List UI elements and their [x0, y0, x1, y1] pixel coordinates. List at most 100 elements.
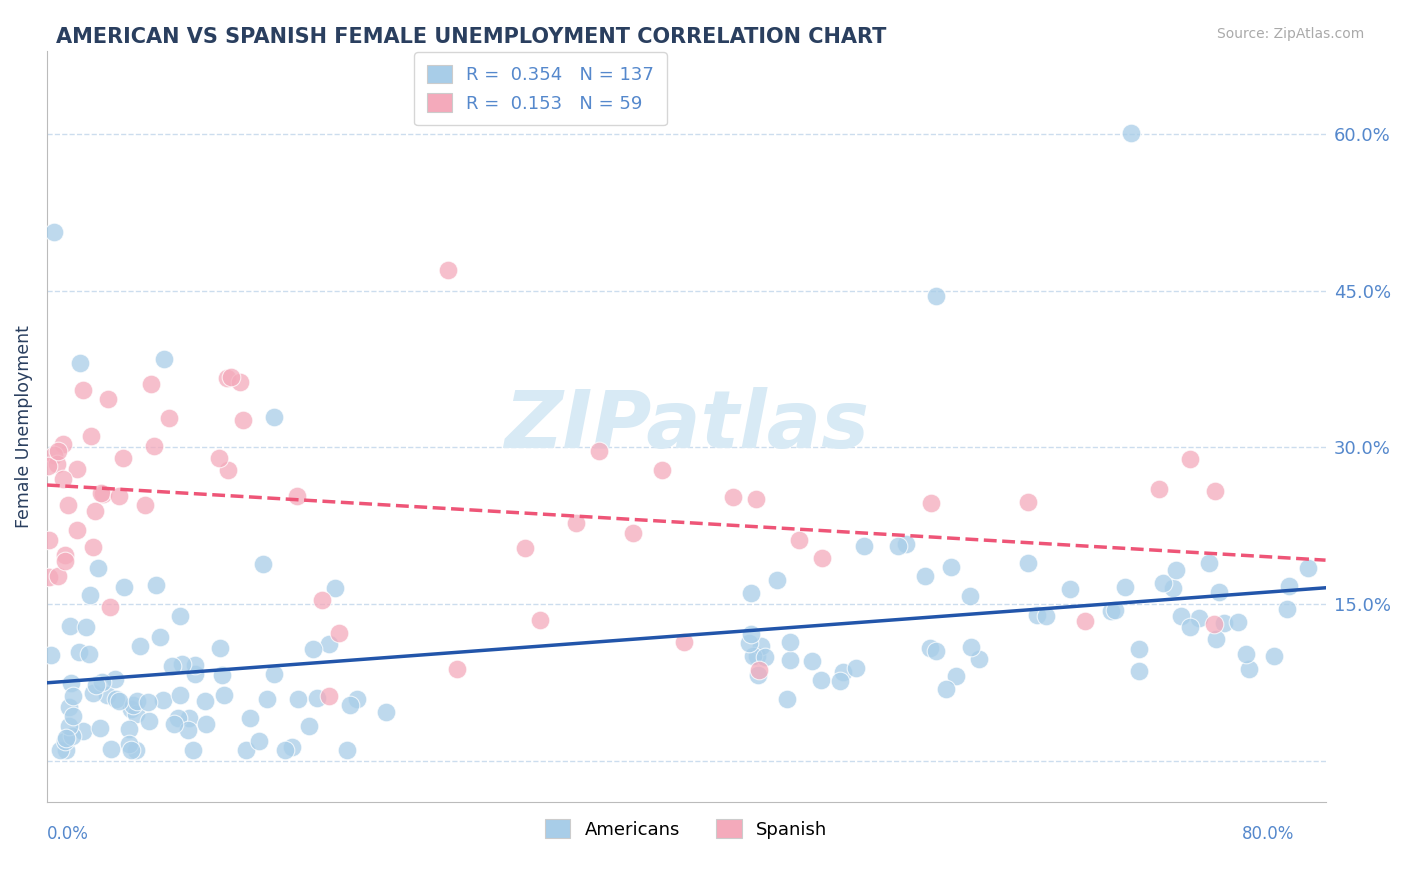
- Point: [1205, 632, 1227, 647]
- Point: [1128, 642, 1150, 657]
- Point: [920, 640, 942, 655]
- Point: [529, 613, 551, 627]
- Point: [55, 731, 77, 745]
- Point: [1099, 604, 1122, 618]
- Point: [87, 561, 110, 575]
- Point: [139, 377, 162, 392]
- Point: [108, 694, 131, 708]
- Point: [118, 722, 141, 736]
- Point: [169, 609, 191, 624]
- Point: [228, 375, 250, 389]
- Point: [852, 540, 875, 554]
- Point: [1198, 556, 1220, 570]
- Point: [219, 370, 242, 384]
- Point: [740, 626, 762, 640]
- Point: [307, 691, 329, 706]
- Point: [62, 689, 84, 703]
- Point: [446, 662, 468, 676]
- Point: [66, 523, 89, 537]
- Point: [42, 225, 65, 239]
- Point: [166, 711, 188, 725]
- Point: [77, 647, 100, 661]
- Text: Source: ZipAtlas.com: Source: ZipAtlas.com: [1216, 27, 1364, 41]
- Point: [112, 450, 135, 465]
- Point: [828, 673, 851, 688]
- Point: [157, 411, 180, 425]
- Point: [134, 498, 156, 512]
- Point: [1074, 614, 1097, 628]
- Point: [46, 457, 69, 471]
- Point: [104, 672, 127, 686]
- Point: [98, 599, 121, 614]
- Point: [285, 489, 308, 503]
- Point: [1178, 619, 1201, 633]
- Point: [252, 558, 274, 572]
- Point: [939, 560, 962, 574]
- Point: [754, 650, 776, 665]
- Point: [208, 451, 231, 466]
- Point: [125, 706, 148, 721]
- Text: AMERICAN VS SPANISH FEMALE UNEMPLOYMENT CORRELATION CHART: AMERICAN VS SPANISH FEMALE UNEMPLOYMENT …: [56, 27, 887, 46]
- Point: [55, 743, 77, 757]
- Point: [1278, 578, 1301, 592]
- Point: [960, 640, 983, 655]
- Point: [1212, 615, 1234, 630]
- Point: [60, 729, 83, 743]
- Point: [1059, 582, 1081, 597]
- Point: [887, 539, 910, 553]
- Point: [181, 743, 204, 757]
- Point: [914, 568, 936, 582]
- Point: [52, 437, 75, 451]
- Point: [97, 392, 120, 407]
- Point: [967, 652, 990, 666]
- Point: [831, 665, 853, 680]
- Point: [232, 412, 254, 426]
- Point: [91, 675, 114, 690]
- Point: [437, 263, 460, 277]
- Text: 0.0%: 0.0%: [46, 825, 89, 843]
- Point: [748, 663, 770, 677]
- Y-axis label: Female Unemployment: Female Unemployment: [15, 325, 32, 528]
- Point: [375, 705, 398, 719]
- Point: [72, 723, 94, 738]
- Point: [747, 668, 769, 682]
- Point: [1104, 602, 1126, 616]
- Point: [800, 654, 823, 668]
- Point: [738, 636, 761, 650]
- Point: [120, 702, 142, 716]
- Point: [945, 669, 967, 683]
- Point: [82, 541, 104, 555]
- Point: [96, 688, 118, 702]
- Point: [125, 694, 148, 708]
- Point: [1147, 482, 1170, 496]
- Point: [153, 351, 176, 366]
- Point: [184, 657, 207, 672]
- Point: [1164, 563, 1187, 577]
- Point: [59, 619, 82, 633]
- Point: [740, 586, 762, 600]
- Point: [247, 734, 270, 748]
- Point: [766, 573, 789, 587]
- Point: [779, 635, 801, 649]
- Point: [1188, 611, 1211, 625]
- Point: [745, 648, 768, 663]
- Point: [56, 498, 79, 512]
- Point: [69, 356, 91, 370]
- Point: [263, 409, 285, 424]
- Point: [1204, 484, 1226, 499]
- Point: [125, 743, 148, 757]
- Point: [152, 692, 174, 706]
- Point: [745, 491, 768, 506]
- Point: [810, 673, 832, 687]
- Point: [122, 698, 145, 712]
- Point: [84, 504, 107, 518]
- Point: [328, 625, 350, 640]
- Point: [217, 463, 239, 477]
- Point: [66, 462, 89, 476]
- Point: [1263, 649, 1285, 664]
- Point: [723, 490, 745, 504]
- Point: [323, 582, 346, 596]
- Point: [311, 592, 333, 607]
- Point: [184, 667, 207, 681]
- Point: [217, 370, 239, 384]
